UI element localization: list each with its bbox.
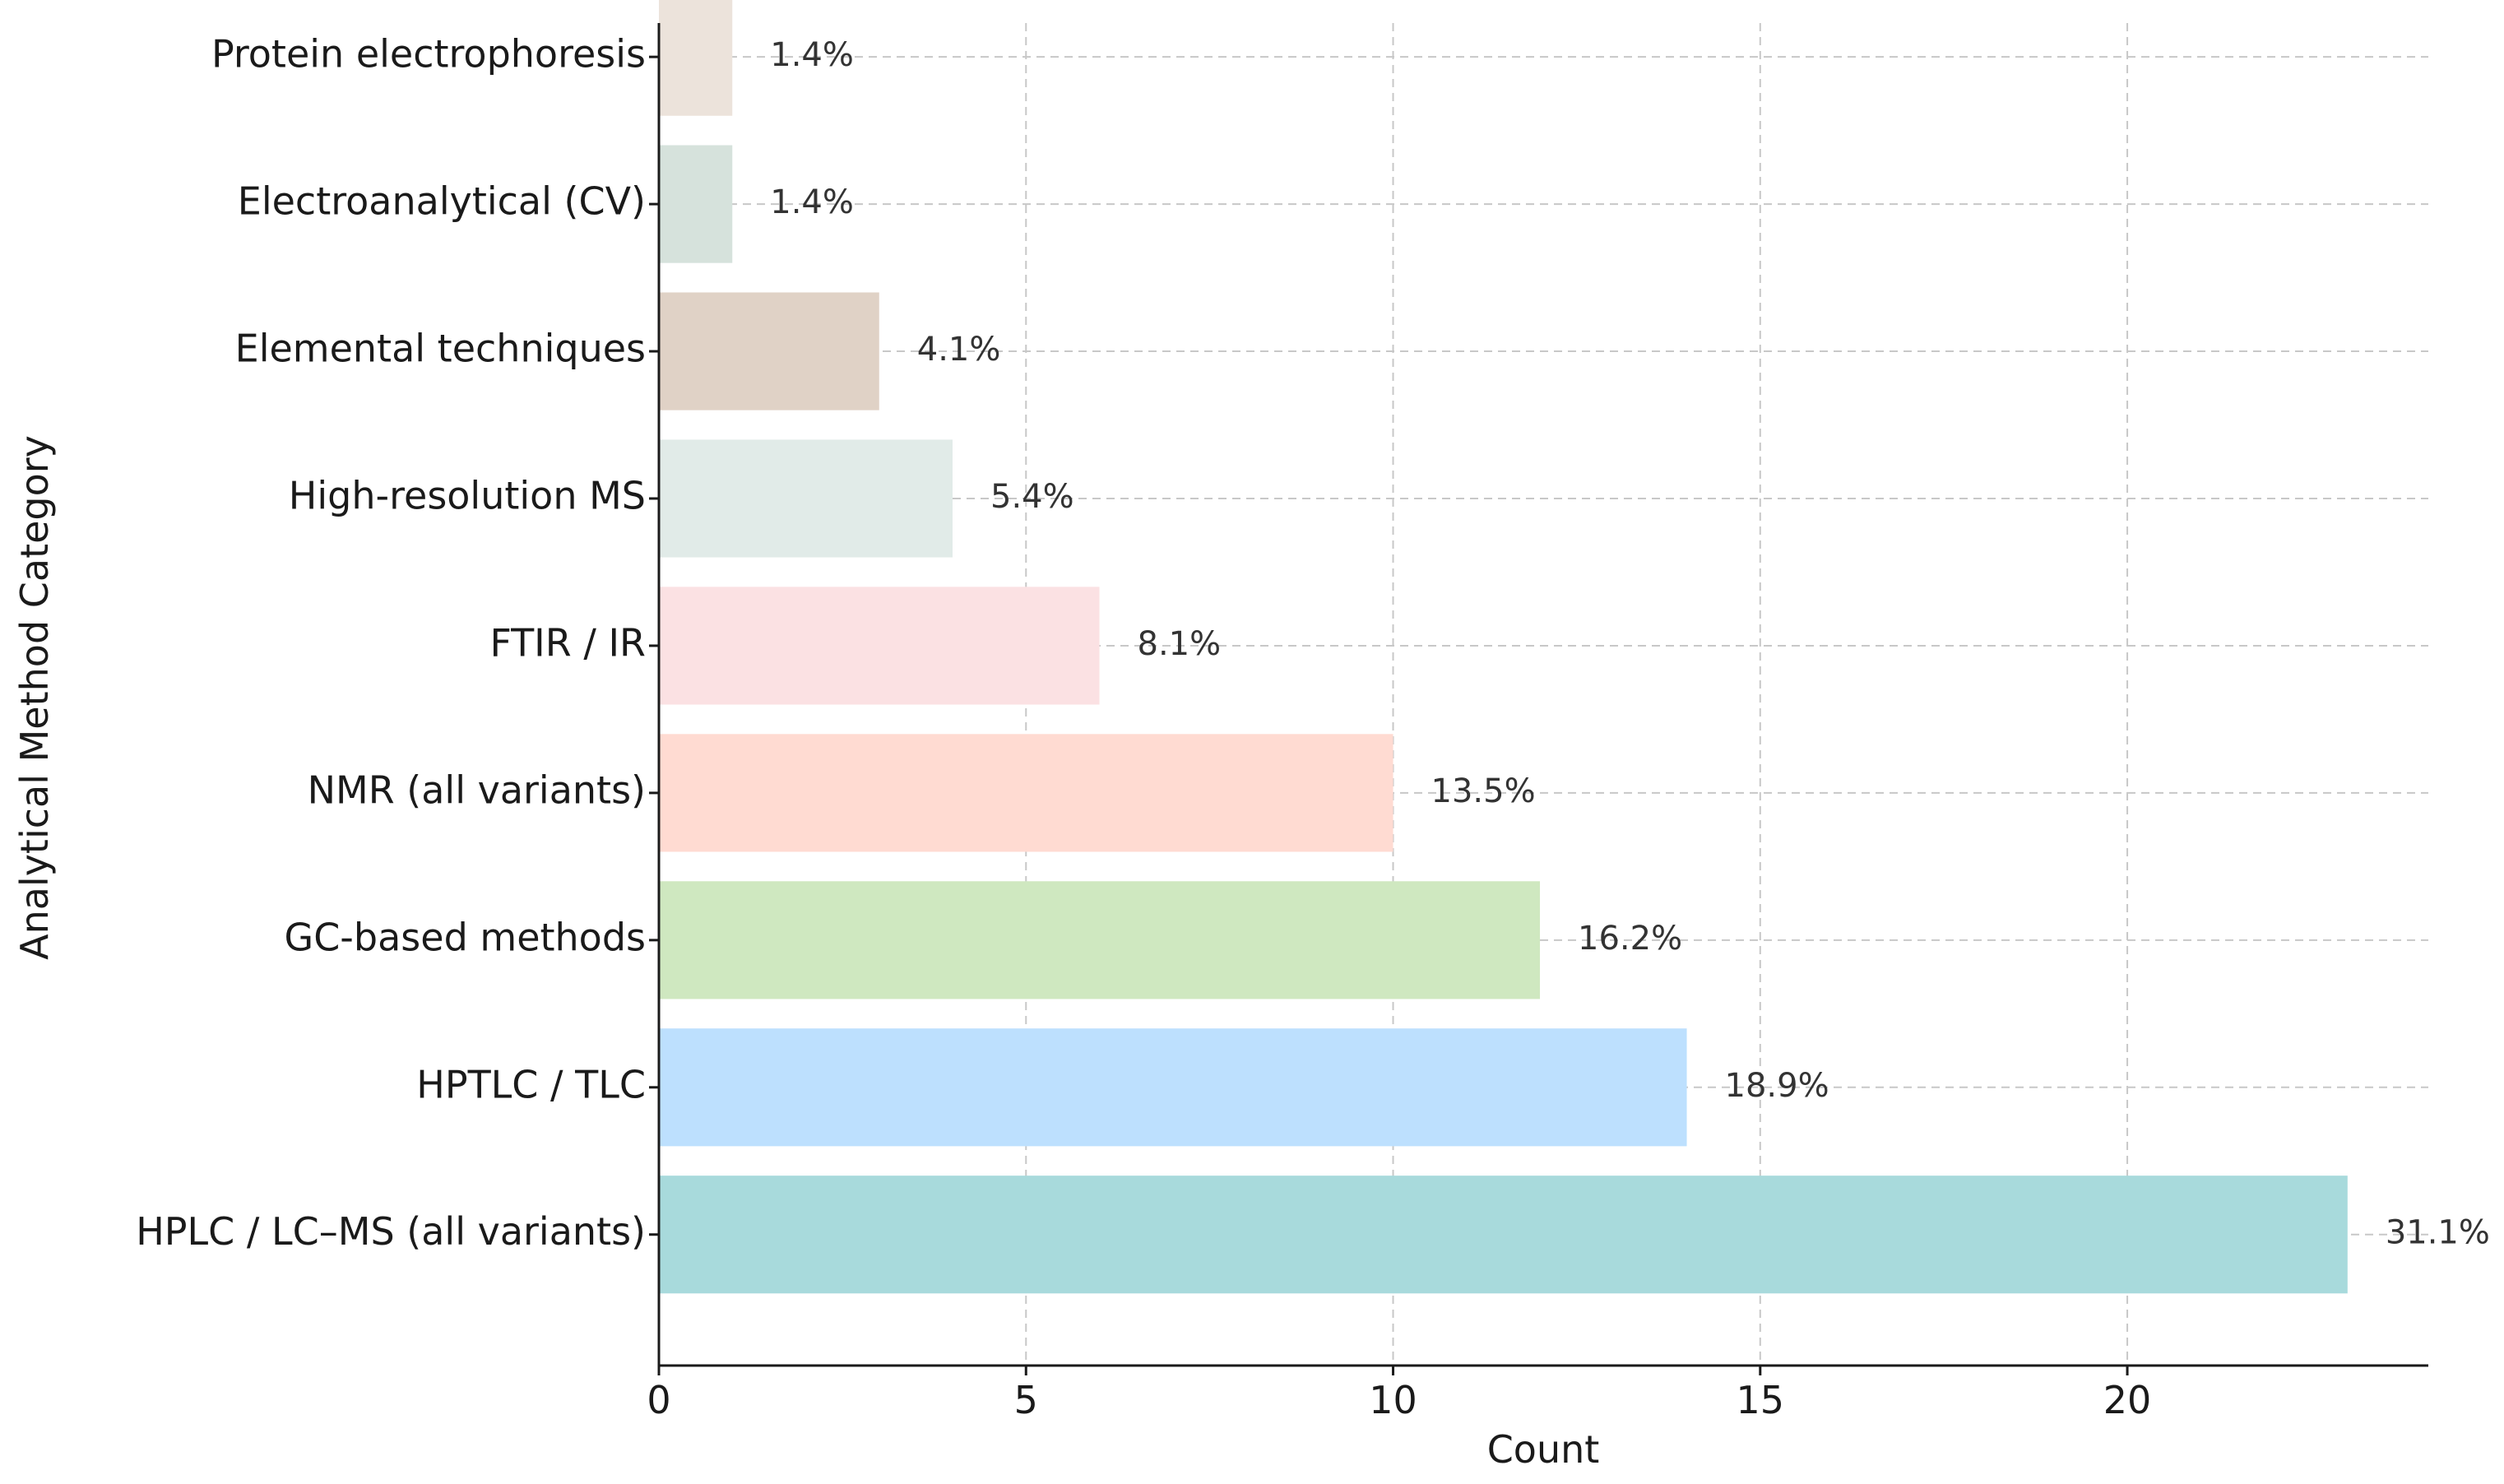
y-tick-label: GC-based methods bbox=[285, 915, 646, 959]
y-tick-label: High-resolution MS bbox=[289, 474, 646, 518]
bar-6 bbox=[659, 439, 953, 558]
y-tick-label: HPTLC / TLC bbox=[416, 1062, 646, 1106]
x-tick-label: 20 bbox=[2103, 1378, 2152, 1422]
bar-value-label: 4.1% bbox=[917, 331, 1001, 369]
bar-value-label: 18.9% bbox=[1725, 1067, 1829, 1105]
bar-value-label: 31.1% bbox=[2386, 1214, 2490, 1252]
bar-3 bbox=[659, 881, 1541, 999]
x-tick-label: 0 bbox=[647, 1378, 670, 1422]
x-tick-label: 10 bbox=[1369, 1378, 1417, 1422]
bar-value-labels: 31.1% 18.9% 16.2% 13.5% 8.1% 5.4% 4.1% 1.4% 1.4% bbox=[770, 36, 2490, 1252]
y-tick-label: HPLC / LC–MS (all variants) bbox=[136, 1209, 646, 1254]
bar-2 bbox=[659, 1028, 1687, 1147]
y-tick-label: Elemental techniques bbox=[235, 327, 646, 371]
bar-value-label: 1.4% bbox=[770, 183, 854, 221]
bar-1 bbox=[659, 1176, 2348, 1294]
bar-4 bbox=[659, 734, 1393, 852]
bar-value-label: 1.4% bbox=[770, 36, 854, 74]
x-tick-label: 5 bbox=[1014, 1378, 1038, 1422]
y-tick-label: NMR (all variants) bbox=[308, 768, 646, 812]
axes: HPLC / LC–MS (all variants) HPTLC / TLC GC… bbox=[136, 23, 2428, 1422]
bar-9 bbox=[659, 0, 733, 116]
bar-value-label: 16.2% bbox=[1578, 920, 1682, 958]
bar-value-label: 13.5% bbox=[1431, 772, 1536, 810]
x-tick-label: 15 bbox=[1737, 1378, 1785, 1422]
bar-value-label: 8.1% bbox=[1138, 625, 1222, 663]
bar-value-label: 5.4% bbox=[990, 478, 1074, 516]
bar-8 bbox=[659, 145, 733, 263]
y-tick-label: Electroanalytical (CV) bbox=[238, 179, 646, 224]
bars bbox=[659, 0, 2348, 1294]
y-tick-label: FTIR / IR bbox=[489, 620, 646, 665]
y-axis-title: Analytical Method Category bbox=[12, 435, 57, 960]
y-tick-label: Protein electrophoresis bbox=[211, 32, 646, 77]
x-axis-title: Count bbox=[1487, 1427, 1600, 1472]
bar-5 bbox=[659, 587, 1100, 705]
bar-7 bbox=[659, 292, 879, 410]
